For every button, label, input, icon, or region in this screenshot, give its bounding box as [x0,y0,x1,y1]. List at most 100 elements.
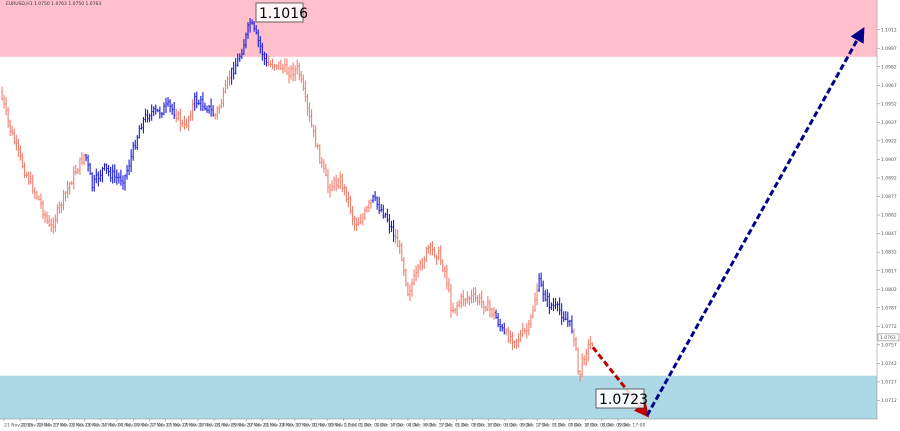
ohlc-bar [300,70,303,83]
ohlc-bar [95,168,98,184]
ohlc-bar [419,259,422,271]
time-tick-label: 5 Dec 01:00 [440,423,468,429]
ohlc-bar [570,315,573,334]
ohlc-bar [380,203,383,213]
ohlc-bar [466,291,469,304]
ohlc-bar [5,96,8,116]
ohlc-bar [146,109,149,123]
ohlc-bar [87,154,90,172]
ohlc-bar [390,220,393,233]
time-tick-label: 21 Nov 2023 [4,423,33,429]
ohlc-bar [68,181,71,195]
price-tick-label: 1.0757 [881,342,897,348]
ohlc-bar [142,117,145,134]
annotation-layer: 1.1016 1.0723 [255,2,648,409]
ohlc-bar [503,322,506,335]
ohlc-bar [556,301,559,312]
ohlc-bar [341,173,344,192]
high-label-text: 1.1016 [259,6,308,22]
time-tick-label: 28 Nov 17:00 [230,423,260,429]
ohlc-bar [177,111,180,121]
time-tick-label: 29 Nov 01:00 [246,423,276,429]
ohlc-bar [275,64,278,70]
ohlc-bar [454,307,457,314]
ohlc-bar [165,97,167,114]
ohlc-bar [158,106,161,119]
time-tick-label: 7 Dec 17:00 [570,423,598,429]
time-tick-label: 30 Nov 17:00 [327,423,357,429]
ohlc-bar [411,278,413,297]
ohlc-bar [314,125,317,148]
ohlc-bar [482,300,485,315]
ohlc-bar [367,199,370,213]
time-tick-label: 4 Dec 01:00 [392,423,420,429]
ohlc-bar [261,42,264,61]
ohlc-bar [554,298,557,310]
ohlc-bar [89,162,92,175]
ohlc-bar [160,111,163,118]
ohlc-bar [187,115,190,132]
time-tick-label: 30 Nov 09:00 [311,423,341,429]
bars-layer [1,18,594,382]
ohlc-bar [308,102,311,122]
ohlc-bar [152,106,155,117]
price-tick-label: 1.0922 [881,139,897,145]
ohlc-bar [429,242,432,256]
ohlc-bar [415,265,418,282]
ohlc-bar [277,61,280,71]
ohlc-bar [355,217,358,231]
ohlc-bar [109,166,112,182]
ohlc-bar [591,342,594,347]
ohlc-bar [162,102,165,116]
ohlc-bar [423,256,426,269]
ohlc-bar [265,53,268,67]
ohlc-bar [103,163,106,171]
time-tick-label: 7 Dec 09:00 [553,423,581,429]
ohlc-bar [577,347,580,375]
ohlc-bar [304,80,307,102]
ohlc-bar [501,323,504,332]
ohlc-bar [388,214,391,234]
ohlc-bar [62,189,65,211]
ohlc-bar [52,217,55,234]
ohlc-bar [488,299,491,318]
ohlc-bar [224,79,227,94]
ohlc-bar [255,25,258,35]
ohlc-bar [208,104,211,114]
ohlc-bar [27,171,30,186]
time-tick-label: 27 Nov 17:00 [182,423,212,429]
ohlc-bar [150,104,153,121]
ohlc-bar [19,145,22,161]
ohlc-bar [513,340,516,349]
ohlc-bar [23,162,26,179]
time-tick-label: 23 Nov 17:00 [85,423,115,429]
ohlc-bar [9,119,12,136]
ohlc-bar [558,297,561,316]
ohlc-bar [540,272,543,287]
time-tick-label: 22 Nov 17:00 [36,423,66,429]
ohlc-bar [515,338,518,350]
ohlc-bar [400,242,403,262]
support-zone [0,375,877,419]
current-price-tag: 1.0763 [877,333,900,342]
ohlc-bar [527,319,530,336]
ohlc-bar [353,215,356,231]
ohlc-bar [374,191,377,202]
ohlc-bar [382,204,385,219]
ohlc-bar [42,200,44,219]
ohlc-bar [339,171,342,190]
ohlc-bar [376,196,379,210]
time-tick-label: 6 Dec 17:00 [521,423,549,429]
ohlc-bar [408,284,411,302]
ohlc-bar [101,166,104,183]
ohlc-bar [392,219,395,243]
ohlc-bar [292,62,295,82]
ohlc-bar [121,175,124,190]
price-tick-label: 1.0877 [881,194,897,200]
ohlc-bar [564,311,567,321]
time-tick-label: 30 Nov 01:00 [295,423,325,429]
ohlc-bar [283,58,286,73]
